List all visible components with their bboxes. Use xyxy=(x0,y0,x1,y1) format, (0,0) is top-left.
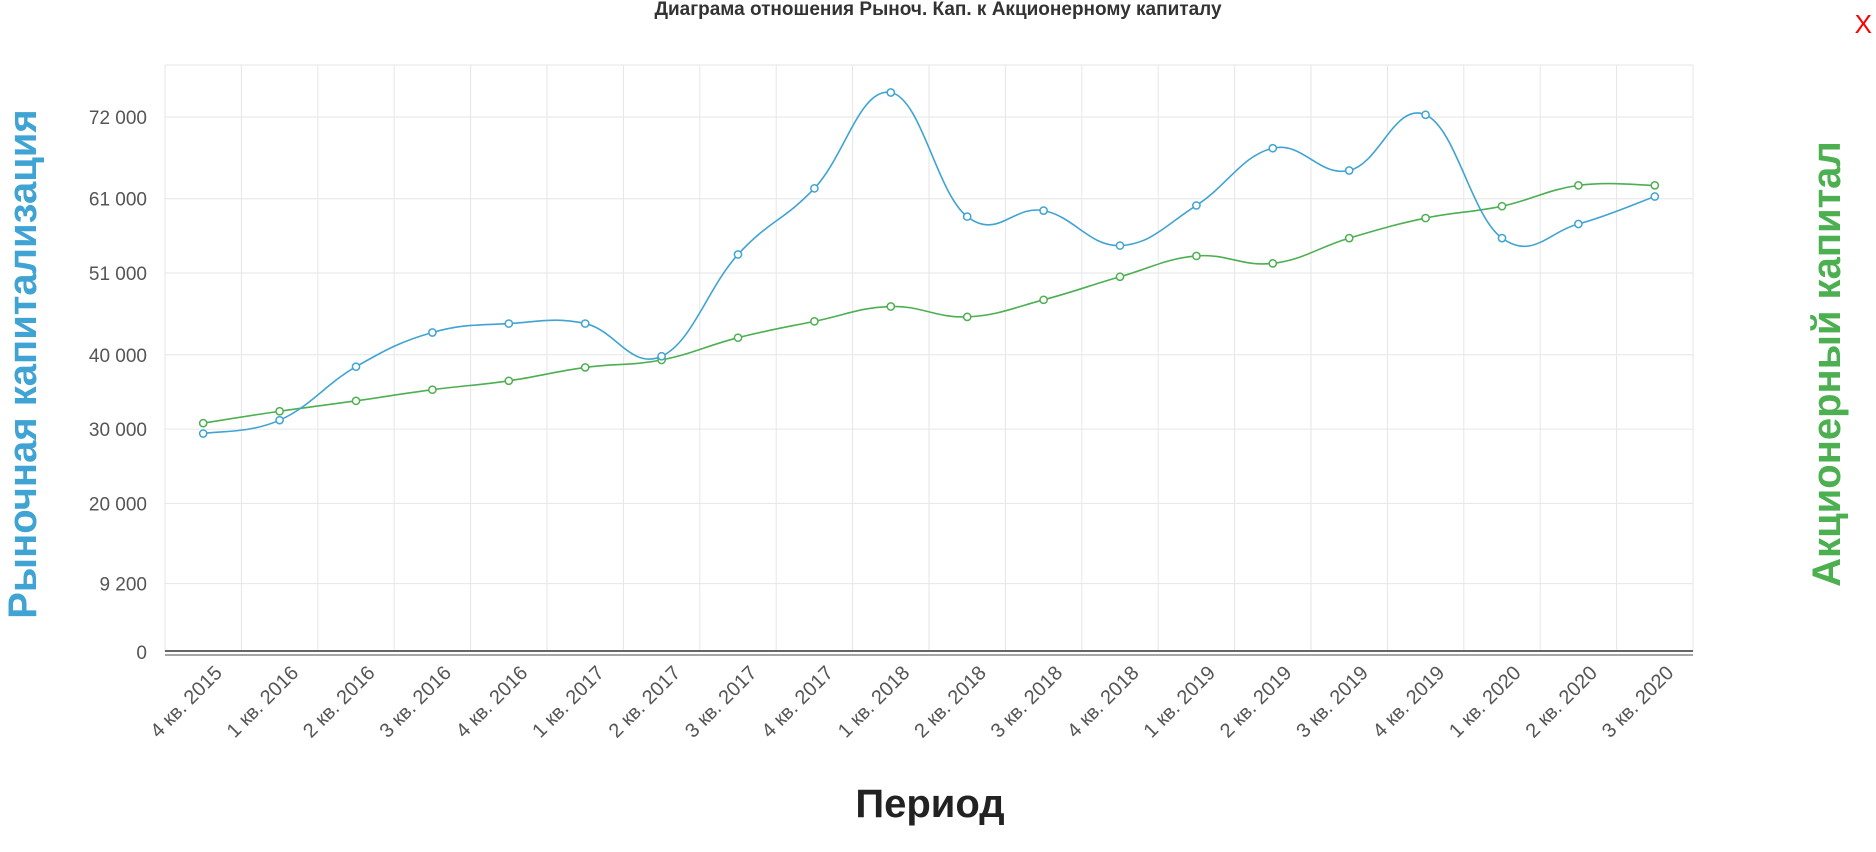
data-point-equity[interactable] xyxy=(1039,295,1048,305)
x-tick-label: 3 кв. 2018 xyxy=(987,662,1067,742)
close-button[interactable]: X xyxy=(1854,9,1872,39)
x-tick-label: 4 кв. 2017 xyxy=(758,662,838,742)
y-tick-label: 51 000 xyxy=(89,264,147,285)
data-point-market-cap[interactable] xyxy=(1115,241,1125,250)
y-tick-label: 0 xyxy=(136,643,147,664)
x-tick-label: 3 кв. 2016 xyxy=(376,662,456,742)
data-point-equity[interactable] xyxy=(1192,251,1201,261)
y-tick-label: 72 000 xyxy=(89,108,147,129)
data-point-equity[interactable] xyxy=(733,333,743,343)
data-point-market-cap[interactable] xyxy=(1650,192,1660,201)
x-tick-label: 3 кв. 2020 xyxy=(1598,662,1678,742)
x-tick-label: 1 кв. 2019 xyxy=(1140,662,1220,742)
x-tick-label: 1 кв. 2020 xyxy=(1445,662,1525,742)
x-tick-label: 2 кв. 2019 xyxy=(1216,662,1296,742)
x-tick-label: 1 кв. 2017 xyxy=(528,662,608,742)
data-point-market-cap[interactable] xyxy=(275,415,284,425)
grid xyxy=(164,64,1694,656)
data-point-equity[interactable] xyxy=(1344,233,1354,243)
data-point-equity[interactable] xyxy=(198,418,208,428)
data-point-equity[interactable] xyxy=(886,302,896,311)
data-point-market-cap[interactable] xyxy=(1497,233,1507,243)
data-point-market-cap[interactable] xyxy=(657,351,666,361)
data-point-market-cap[interactable] xyxy=(886,88,896,97)
data-point-equity[interactable] xyxy=(962,312,972,322)
data-point-equity[interactable] xyxy=(428,385,437,395)
x-tick-label: 4 кв. 2018 xyxy=(1063,662,1143,742)
x-tick-label: 4 кв. 2015 xyxy=(146,662,226,742)
y-tick-label: 61 000 xyxy=(89,190,147,211)
y-tick-label: 20 000 xyxy=(89,494,147,515)
x-tick-label: 3 кв. 2017 xyxy=(681,662,761,742)
x-tick-label: 4 кв. 2019 xyxy=(1369,662,1449,742)
x-tick-label: 2 кв. 2018 xyxy=(910,662,990,742)
y-tick-label: 9 200 xyxy=(99,575,147,596)
x-tick-label: 4 кв. 2016 xyxy=(452,662,532,742)
y-axis-left-label: Рыночная капитализация xyxy=(1,109,45,619)
chart-title: Диаграма отношения Рыноч. Кап. к Акционе… xyxy=(654,0,1222,20)
data-point-equity[interactable] xyxy=(275,406,284,416)
y-tick-label: 40 000 xyxy=(89,346,147,367)
x-tick-label: 2 кв. 2017 xyxy=(605,662,685,742)
data-point-market-cap[interactable] xyxy=(504,319,514,328)
y-axis-right-label: Акционерный капитал xyxy=(1805,141,1849,587)
data-point-market-cap[interactable] xyxy=(1268,143,1278,153)
y-tick-label: 30 000 xyxy=(89,420,147,441)
data-point-equity[interactable] xyxy=(1574,181,1583,190)
series-points xyxy=(198,88,1660,438)
data-point-market-cap[interactable] xyxy=(1344,166,1354,175)
x-tick-label: 1 кв. 2016 xyxy=(223,662,303,742)
series-line-equity xyxy=(203,182,1655,424)
data-point-market-cap[interactable] xyxy=(733,250,743,259)
y-axis-ticks: 0 9 200 20 000 30 000 40 000 51 000 61 000 72 0… xyxy=(89,108,147,664)
data-point-market-cap[interactable] xyxy=(1421,110,1430,120)
data-point-market-cap[interactable] xyxy=(810,183,819,193)
data-point-equity[interactable] xyxy=(351,396,361,406)
x-axis-label: Период xyxy=(855,782,1004,826)
data-point-equity[interactable] xyxy=(1115,272,1125,282)
data-point-equity[interactable] xyxy=(504,376,514,386)
data-point-market-cap[interactable] xyxy=(1039,206,1048,215)
data-point-market-cap[interactable] xyxy=(1192,201,1201,210)
x-tick-label: 1 кв. 2018 xyxy=(834,662,914,742)
data-point-equity[interactable] xyxy=(810,316,819,326)
data-point-market-cap[interactable] xyxy=(428,328,437,337)
data-point-equity[interactable] xyxy=(1268,259,1278,268)
data-point-equity[interactable] xyxy=(580,363,590,372)
data-point-market-cap[interactable] xyxy=(351,362,361,372)
x-tick-label: 2 кв. 2016 xyxy=(299,662,379,742)
data-point-market-cap[interactable] xyxy=(962,212,972,221)
data-point-equity[interactable] xyxy=(1650,181,1660,190)
data-point-equity[interactable] xyxy=(1497,201,1507,211)
x-tick-label: 3 кв. 2019 xyxy=(1292,662,1372,742)
data-point-market-cap[interactable] xyxy=(198,429,208,438)
data-point-market-cap[interactable] xyxy=(1574,219,1583,229)
data-point-market-cap[interactable] xyxy=(580,319,590,328)
data-point-equity[interactable] xyxy=(1421,213,1430,223)
x-tick-label: 2 кв. 2020 xyxy=(1522,662,1602,742)
